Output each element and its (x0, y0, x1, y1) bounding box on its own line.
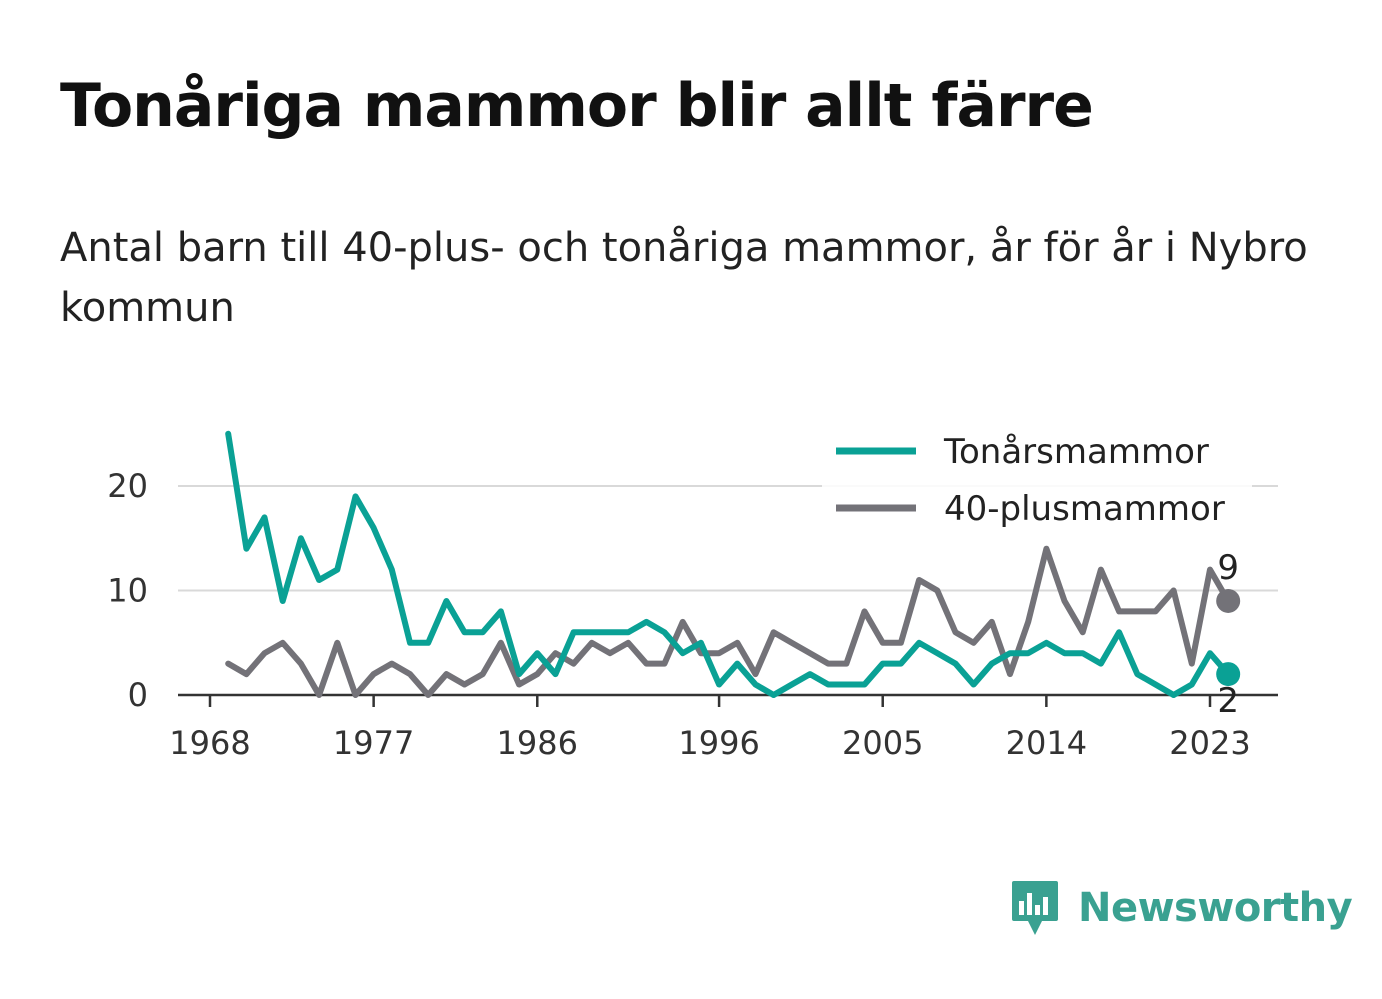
x-tick-label: 2023 (1169, 724, 1250, 762)
y-tick-label: 0 (128, 676, 148, 714)
legend-label: Tonårsmammor (943, 432, 1209, 472)
end-markers: 29 (1216, 548, 1240, 721)
y-tick-label: 10 (107, 572, 148, 610)
y-tick-label: 20 (107, 467, 148, 505)
end-value-label: 9 (1217, 548, 1239, 588)
brand: Newsworthy (1010, 876, 1352, 940)
brand-name: Newsworthy (1078, 885, 1352, 931)
x-tick-label: 1986 (497, 724, 578, 762)
x-tick-label: 1996 (678, 724, 759, 762)
line-chart: 01020 1968 1977 1986 1996 2005 2014 2023 29 To… (0, 0, 1382, 999)
x-tick-label: 2014 (1006, 724, 1087, 762)
y-axis: 0 10 20 (107, 467, 148, 714)
legend-label: 40-plusmammor (944, 489, 1225, 529)
x-tick-label: 2005 (842, 724, 923, 762)
legend: Tonårsmammor 40-plusmammor (822, 424, 1252, 536)
newsworthy-logo-icon (1010, 879, 1060, 937)
x-tick-label: 1968 (169, 724, 250, 762)
x-axis: 1968 1977 1986 1996 2005 2014 2023 (169, 695, 1278, 762)
x-tick-label: 1977 (333, 724, 414, 762)
end-point-marker (1216, 589, 1240, 613)
end-value-label: 2 (1217, 681, 1239, 721)
